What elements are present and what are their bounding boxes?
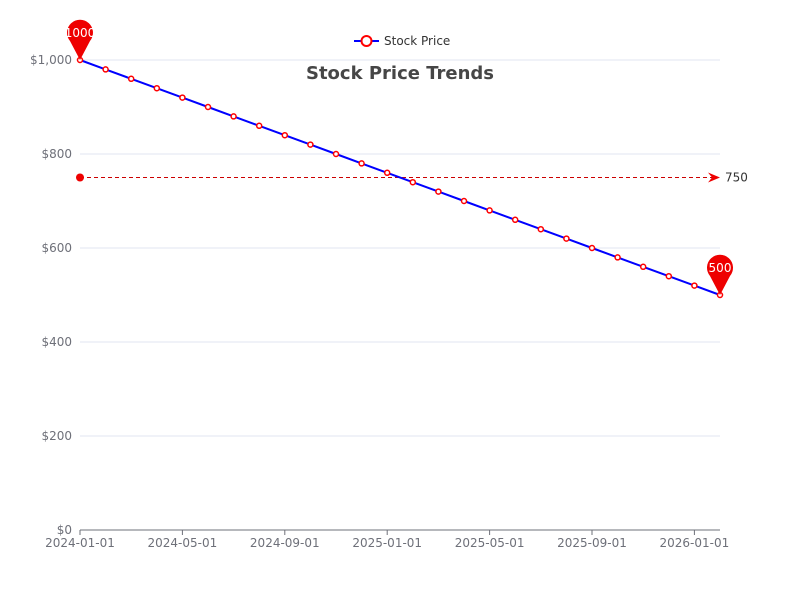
series-layer xyxy=(76,56,724,299)
x-tick-label: 2024-01-01 xyxy=(45,536,115,550)
data-point xyxy=(614,254,621,261)
data-point xyxy=(486,207,493,214)
legend[interactable]: Stock Price xyxy=(354,34,450,48)
data-point xyxy=(358,160,365,167)
y-tick-label: $1,000 xyxy=(30,53,72,67)
mark-line-layer: 750 xyxy=(76,171,748,185)
data-point xyxy=(153,84,161,92)
data-point xyxy=(102,66,109,73)
mark-point-pin-max xyxy=(67,19,93,60)
mark-point-label-max: 1000 xyxy=(65,26,96,40)
data-point xyxy=(127,75,135,83)
data-point xyxy=(409,178,417,186)
data-point xyxy=(332,150,340,158)
data-point xyxy=(435,188,442,195)
y-tick-label: $0 xyxy=(57,523,72,537)
y-tick-label: $800 xyxy=(41,147,72,161)
x-tick-label: 2024-09-01 xyxy=(250,536,320,550)
chart-title: Stock Price Trends xyxy=(306,63,494,84)
data-point xyxy=(563,235,570,242)
data-point xyxy=(537,225,545,233)
x-tick-label: 2026-01-01 xyxy=(660,536,730,550)
mark-line-start-symbol xyxy=(76,173,84,182)
mark-line-label: 750 xyxy=(725,171,748,185)
y-tick-label: $400 xyxy=(41,335,72,349)
x-tick-label: 2025-09-01 xyxy=(557,536,627,550)
data-point xyxy=(281,131,289,139)
data-point xyxy=(588,244,596,252)
data-point xyxy=(665,272,673,280)
mark-point-layer: 1000 500 xyxy=(65,19,734,295)
y-tick-label: $200 xyxy=(41,429,72,443)
mark-line-arrow xyxy=(708,172,720,183)
data-point xyxy=(460,197,468,205)
x-tick-label: 2025-05-01 xyxy=(455,536,525,550)
data-point xyxy=(255,122,263,130)
x-tick-label: 2024-05-01 xyxy=(148,536,218,550)
grid-layer xyxy=(80,59,720,437)
y-tick-label: $600 xyxy=(41,241,72,255)
axis-layer: $0 $200 $400 $600 $800 $1,000 2024-01-01 2024-0… xyxy=(30,53,729,550)
data-point xyxy=(383,169,391,177)
data-point xyxy=(691,282,698,289)
data-point xyxy=(230,113,237,120)
data-point xyxy=(639,263,647,271)
legend-label-stock-price[interactable]: Stock Price xyxy=(384,34,450,48)
legend-point-swatch xyxy=(360,35,373,47)
x-tick-label: 2025-01-01 xyxy=(352,536,422,550)
mark-point-label-min: 500 xyxy=(709,261,732,275)
series-line-stock-price xyxy=(79,59,721,296)
data-point xyxy=(204,103,212,111)
mark-point-pin-min xyxy=(707,254,734,295)
data-point xyxy=(179,94,186,101)
data-point xyxy=(307,141,314,148)
data-point xyxy=(511,216,519,224)
